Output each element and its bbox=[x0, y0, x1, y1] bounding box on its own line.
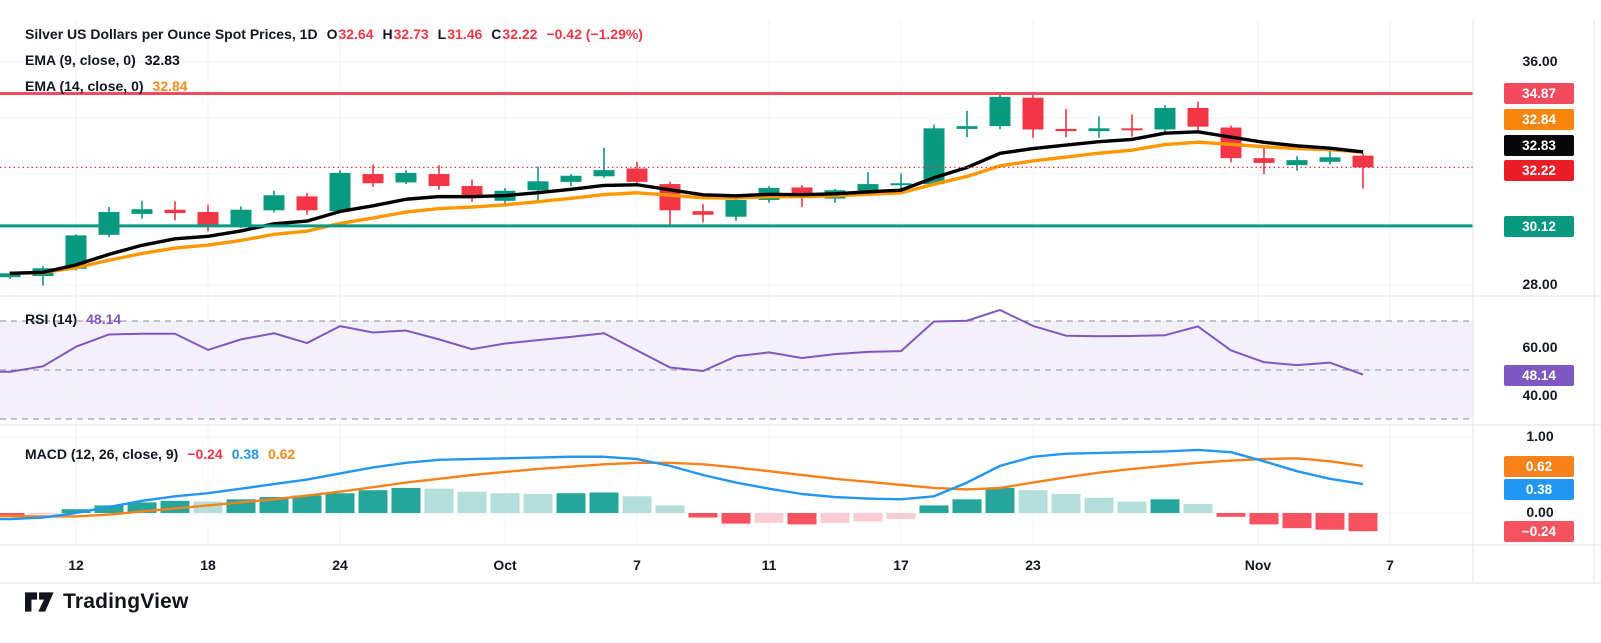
time-axis-label: Nov bbox=[1244, 557, 1272, 573]
ema14-label: EMA (14, close, 0) bbox=[25, 78, 144, 94]
macd-hist-value: −0.24 bbox=[187, 446, 223, 462]
ohlc-close: C 32.22 bbox=[491, 26, 538, 42]
axis-price-badge: 30.12 bbox=[1504, 215, 1574, 237]
time-axis-label: 7 bbox=[1386, 557, 1394, 573]
ohlc-open: O 32.64 bbox=[326, 26, 374, 42]
price-change: −0.42 (−1.29%) bbox=[546, 26, 643, 42]
ema14-legend[interactable]: EMA (14, close, 0) 32.84 bbox=[25, 78, 188, 94]
brand-text: TradingView bbox=[63, 590, 189, 613]
time-axis-label: 12 bbox=[68, 557, 84, 573]
rsi-value: 48.14 bbox=[86, 311, 122, 327]
axis-price-badge: 32.22 bbox=[1504, 159, 1574, 181]
axis-price-badge: 0.62 bbox=[1504, 455, 1574, 477]
axis-price-label: 60.00 bbox=[1522, 339, 1558, 355]
ema14-value: 32.84 bbox=[152, 78, 188, 94]
rsi-label: RSI (14) bbox=[25, 311, 78, 327]
axis-price-badge: 0.38 bbox=[1504, 478, 1574, 500]
time-axis-label: 17 bbox=[893, 557, 909, 573]
macd-signal-value: 0.62 bbox=[267, 446, 296, 462]
axis-price-badge: −0.24 bbox=[1504, 520, 1574, 542]
axis-price-label: 36.00 bbox=[1522, 53, 1558, 69]
time-axis-label: 24 bbox=[332, 557, 348, 573]
axis-price-label: 28.00 bbox=[1522, 276, 1558, 292]
time-axis-label: 11 bbox=[761, 557, 777, 573]
macd-legend[interactable]: MACD (12, 26, close, 9) −0.24 0.38 0.62 bbox=[25, 446, 295, 462]
axis-price-badge: 32.84 bbox=[1504, 108, 1574, 130]
macd-label: MACD (12, 26, close, 9) bbox=[25, 446, 179, 462]
axis-price-badge: 48.14 bbox=[1504, 364, 1574, 386]
symbol-legend[interactable]: Silver US Dollars per Ounce Spot Prices,… bbox=[25, 26, 643, 42]
macd-line-value: 0.38 bbox=[231, 446, 259, 462]
brand-logo[interactable]: TradingView bbox=[25, 589, 189, 615]
axis-price-badge: 34.87 bbox=[1504, 82, 1574, 104]
chart-plot-area[interactable] bbox=[0, 0, 1601, 587]
ema9-value: 32.83 bbox=[144, 52, 180, 68]
time-axis-label: Oct bbox=[493, 557, 517, 573]
ema9-label: EMA (9, close, 0) bbox=[25, 52, 136, 68]
axis-price-label: 40.00 bbox=[1522, 387, 1558, 403]
time-axis-label: 7 bbox=[633, 557, 641, 573]
axis-price-label: 1.00 bbox=[1526, 428, 1554, 444]
tradingview-mark-icon bbox=[25, 592, 54, 612]
time-axis-label: 18 bbox=[200, 557, 216, 573]
ohlc-high: H 32.73 bbox=[382, 26, 429, 42]
rsi-legend[interactable]: RSI (14) 48.14 bbox=[25, 311, 121, 327]
time-axis-label: 23 bbox=[1025, 557, 1041, 573]
axis-price-label: 0.00 bbox=[1526, 504, 1554, 520]
ohlc-low: L 31.46 bbox=[437, 26, 483, 42]
ema9-legend[interactable]: EMA (9, close, 0) 32.83 bbox=[25, 52, 180, 68]
axis-price-badge: 32.83 bbox=[1504, 134, 1574, 156]
symbol-title: Silver US Dollars per Ounce Spot Prices,… bbox=[25, 26, 318, 42]
